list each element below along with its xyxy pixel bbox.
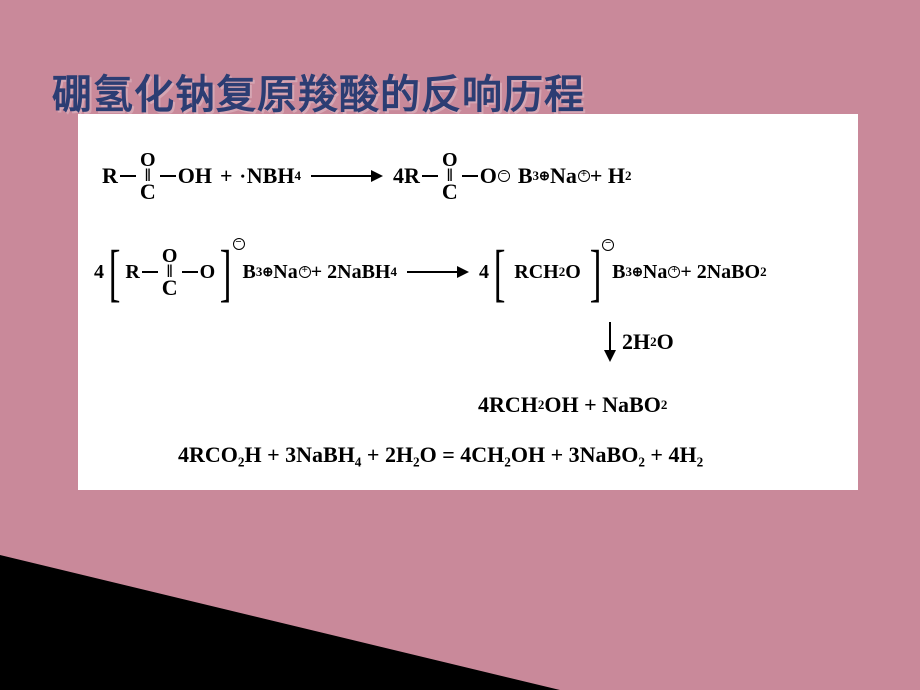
sup: 3⊕ bbox=[256, 264, 273, 280]
l1-r: R bbox=[102, 163, 118, 189]
slide-title: 硼氢化钠复原羧酸的反响历程 bbox=[52, 62, 585, 120]
equation-line-1: R O‖C OH + • NBH4 4R O‖C O B3⊕ Na + H2 bbox=[102, 150, 882, 203]
sub: 4 bbox=[294, 168, 301, 184]
bond bbox=[142, 271, 158, 273]
charge-plus bbox=[578, 170, 590, 182]
sub: 2 bbox=[760, 264, 767, 280]
l2-coeff: 4 bbox=[94, 261, 104, 284]
equation-line-5: 4RCO₂H + 3NaBH₄ + 2H₂O = 4CH₂OH + 3NaBO₂… bbox=[178, 442, 920, 468]
arrow-right bbox=[407, 266, 469, 278]
sub: 2 bbox=[661, 397, 668, 413]
equation-line-3: 2H2O bbox=[598, 322, 920, 362]
carboxyl-group: O‖C bbox=[442, 150, 458, 203]
equation-line-4: 4RCH2OH + NaBO2 bbox=[478, 392, 920, 418]
bond bbox=[462, 175, 478, 177]
l3-o: O bbox=[657, 329, 674, 355]
l2-rcoeff: 4 bbox=[479, 261, 489, 284]
sub: 2 bbox=[625, 168, 632, 184]
bracket-left-complex: [ R O‖C O ] bbox=[104, 246, 237, 299]
charge-plus bbox=[668, 266, 680, 278]
l1-4r: 4R bbox=[393, 163, 420, 189]
charge-minus bbox=[498, 170, 510, 182]
overall-equation: 4RCO₂H + 3NaBH₄ + 2H₂O = 4CH₂OH + 3NaBO₂… bbox=[178, 442, 703, 468]
bond bbox=[120, 175, 136, 177]
charge-minus bbox=[233, 238, 245, 250]
bond bbox=[182, 271, 198, 273]
slide: 硼氢化钠复原羧酸的反响历程 R O‖C OH + • NBH4 4R O‖C O… bbox=[0, 0, 920, 690]
charge-plus bbox=[299, 266, 311, 278]
l1-na: Na bbox=[550, 163, 577, 189]
l2-rcho: O bbox=[565, 261, 581, 284]
sup: 3⊕ bbox=[625, 264, 642, 280]
l2-b: B bbox=[243, 261, 256, 284]
reaction-diagram: R O‖C OH + • NBH4 4R O‖C O B3⊕ Na + H2 bbox=[78, 114, 858, 490]
l1-oh: OH bbox=[178, 163, 212, 189]
carboxyl-group: O‖C bbox=[140, 150, 156, 203]
arrow-right bbox=[311, 170, 383, 182]
corner-triangle bbox=[0, 555, 560, 690]
plus: + bbox=[220, 163, 233, 189]
l4-b: OH + NaBO bbox=[544, 392, 660, 418]
charge-minus bbox=[602, 239, 614, 251]
l1-nbh: NBH bbox=[247, 163, 295, 189]
l2-rch: RCH bbox=[514, 261, 558, 284]
l3-2h: 2H bbox=[622, 329, 650, 355]
equation-line-2: 4 [ R O‖C O ] B3⊕ Na + 2NaBH4 bbox=[94, 246, 874, 299]
l2-rna: Na bbox=[643, 261, 667, 284]
carboxyl-group: O‖C bbox=[162, 246, 178, 299]
l2-plus: + 2NaBH bbox=[311, 261, 391, 284]
l2-rb: B bbox=[612, 261, 625, 284]
l2-rtail: + 2NaBO bbox=[680, 261, 760, 284]
l4-a: 4RCH bbox=[478, 392, 538, 418]
l1-b: B bbox=[518, 163, 533, 189]
sub: 4 bbox=[390, 264, 397, 280]
l1-o: O bbox=[480, 163, 497, 189]
bracket-right-complex: [ RCH2O ] bbox=[489, 247, 606, 298]
l2-na: Na bbox=[273, 261, 297, 284]
arrow-down bbox=[604, 322, 616, 362]
bond bbox=[160, 175, 176, 177]
l1-tail: + H bbox=[590, 163, 625, 189]
sup: 3⊕ bbox=[533, 168, 550, 184]
radical-dot: • bbox=[241, 169, 245, 184]
bond bbox=[422, 175, 438, 177]
l2-o: O bbox=[200, 261, 216, 284]
l2-r: R bbox=[125, 261, 139, 284]
